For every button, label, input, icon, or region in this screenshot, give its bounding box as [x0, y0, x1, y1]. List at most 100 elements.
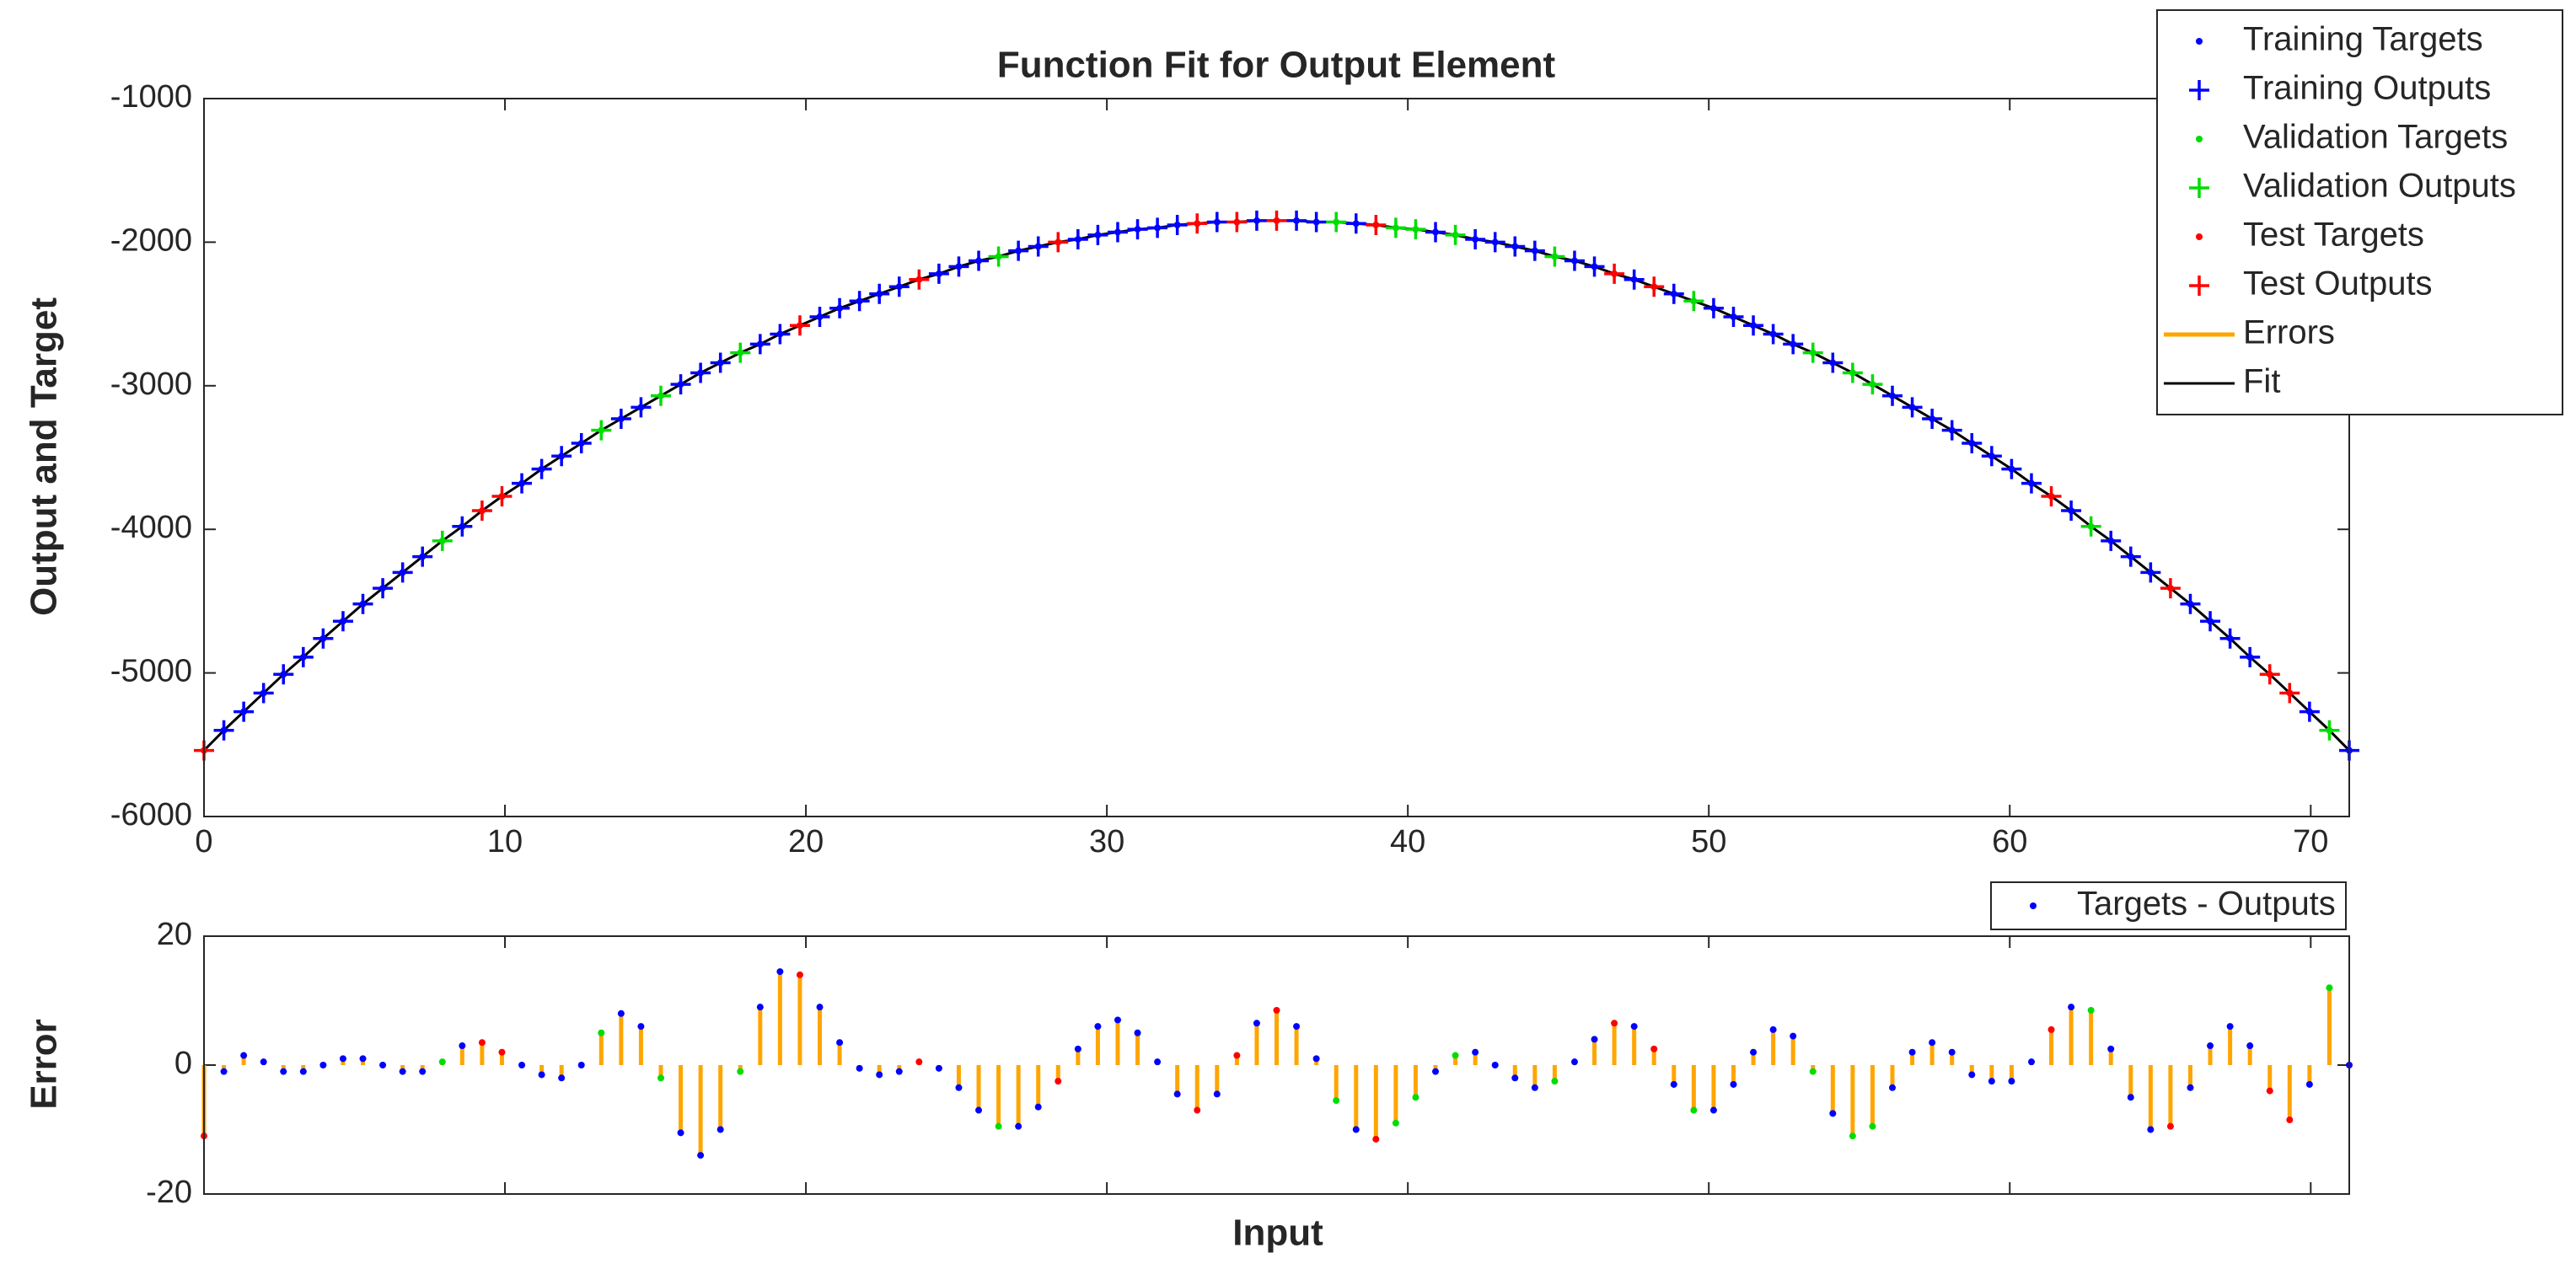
output-marker [1962, 432, 1983, 453]
output-marker [2101, 530, 2122, 551]
output-marker [1941, 420, 1962, 441]
error-point [1333, 1097, 1340, 1105]
error-point [220, 1068, 228, 1075]
output-marker [969, 250, 990, 271]
output-marker [213, 720, 234, 741]
output-marker [591, 420, 612, 441]
y-tick-label: -5000 [110, 654, 192, 689]
error-point [1094, 1023, 1102, 1031]
output-marker [710, 352, 731, 373]
output-marker [1783, 334, 1804, 355]
legend-label: Test Outputs [2243, 265, 2433, 303]
output-marker [1703, 297, 1724, 319]
error-point [1908, 1048, 1916, 1056]
output-marker [2080, 516, 2101, 537]
error-point [518, 1062, 526, 1068]
error-point [836, 1039, 844, 1047]
output-marker [1008, 240, 1029, 261]
error-point [1412, 1094, 1419, 1101]
error-point [1452, 1052, 1459, 1059]
chart-title: Function Fit for Output Element [997, 45, 1556, 86]
error-point [2147, 1126, 2155, 1133]
output-marker [1425, 222, 1446, 243]
error-point [1015, 1122, 1022, 1130]
output-marker [2160, 578, 2181, 599]
output-marker [1067, 228, 1088, 249]
error-point [1233, 1052, 1241, 1059]
output-marker [273, 664, 294, 685]
error-point [995, 1122, 1002, 1130]
output-marker [332, 611, 353, 632]
legend-marker [2196, 38, 2203, 45]
error-point [2305, 1080, 2313, 1088]
error-point [2087, 1006, 2095, 1014]
output-marker [730, 342, 751, 363]
error-point [399, 1068, 406, 1075]
output-marker [373, 578, 394, 599]
legend-label: Training Outputs [2243, 70, 2491, 107]
error-point [1869, 1122, 1876, 1130]
output-marker [1822, 352, 1843, 373]
error-point [1273, 1006, 1280, 1014]
output-marker [1524, 240, 1545, 261]
output-marker [829, 297, 851, 319]
error-point [935, 1064, 942, 1072]
output-marker [1366, 214, 1387, 235]
legend-marker [2196, 136, 2203, 142]
error-point [2326, 984, 2333, 992]
x-tick-label: 10 [487, 824, 523, 859]
error-point [677, 1129, 684, 1137]
error-point [1531, 1084, 1538, 1091]
y-axis-label: Output and Target [24, 297, 65, 616]
error-point [1491, 1062, 1499, 1068]
legend-marker [2189, 276, 2209, 296]
output-marker [1862, 374, 1883, 395]
output-marker [412, 546, 433, 567]
output-marker [849, 291, 870, 312]
output-marker [1981, 446, 2002, 467]
output-marker [1048, 232, 1069, 253]
output-marker [631, 397, 652, 418]
error-point [577, 1062, 585, 1068]
legend-marker [2189, 178, 2209, 198]
error-point [1134, 1029, 1141, 1036]
error-point [1392, 1119, 1399, 1127]
output-marker [2041, 486, 2062, 507]
output-marker [1723, 307, 1744, 328]
error-point [538, 1071, 545, 1079]
error-point [1929, 1039, 1936, 1047]
output-marker [1187, 213, 1208, 234]
output-marker [432, 530, 453, 551]
error-point [359, 1055, 367, 1063]
legend-label: Targets - Outputs [2077, 886, 2336, 923]
output-marker [1306, 212, 1327, 233]
error-point [438, 1058, 446, 1066]
error-point [240, 1052, 248, 1059]
output-marker [809, 307, 830, 328]
error-point [716, 1126, 724, 1133]
error-point [1690, 1106, 1698, 1114]
output-marker [1345, 213, 1366, 234]
error-point [2127, 1094, 2134, 1101]
error-point [697, 1152, 705, 1159]
y-axis-label: Error [24, 1019, 65, 1110]
output-marker [233, 701, 255, 722]
legend-box [1990, 881, 2347, 930]
plot-area [204, 99, 2349, 817]
error-point [1055, 1078, 1062, 1085]
output-marker [1226, 212, 1248, 233]
output-marker [1246, 210, 1267, 231]
output-marker [1445, 224, 1466, 245]
error-point [1849, 1132, 1856, 1140]
output-marker [571, 432, 592, 453]
error-point [1968, 1071, 1976, 1079]
x-tick-label: 70 [2293, 824, 2328, 859]
error-point [1432, 1068, 1440, 1075]
output-marker [650, 385, 671, 406]
error-point [1511, 1074, 1519, 1082]
legend: Training Targets Training Outputs Validati… [2156, 9, 2563, 415]
output-marker [1028, 236, 1049, 257]
error-point [598, 1029, 605, 1036]
output-marker [1802, 342, 1823, 363]
